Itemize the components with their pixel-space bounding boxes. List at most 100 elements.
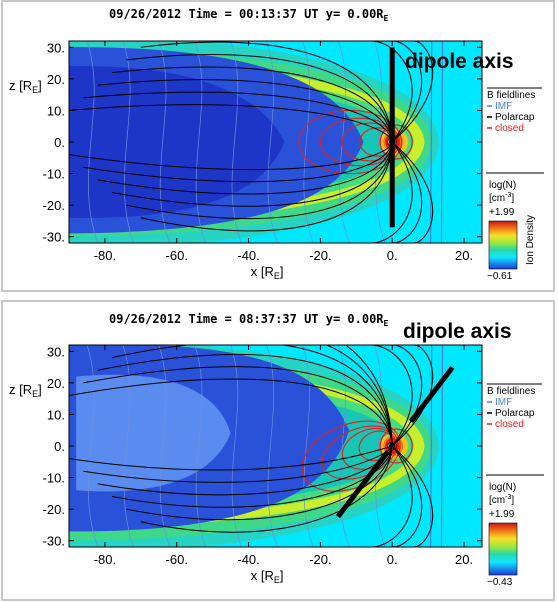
- y-tick-label: 0.: [54, 135, 65, 150]
- x-axis-label: x [RE]: [251, 264, 284, 281]
- y-tick-label: -20.: [43, 198, 65, 213]
- polarcap-fieldline-north: [126, 345, 393, 447]
- density-plot-bottom: 09/26/2012 Time = 08:37:37 UT y= 0.00RE -…: [9, 312, 544, 588]
- y-tick-label: 20.: [47, 376, 65, 391]
- y-tick-label: -10.: [43, 471, 65, 486]
- x-tick-label: 20.: [455, 248, 473, 263]
- polarcap-fieldline-dayside: [370, 141, 413, 243]
- x-tick-label: -60.: [166, 552, 188, 567]
- imf-fieldline: [158, 345, 170, 547]
- closed-fieldline: [341, 122, 398, 162]
- polarcap-fieldline-south: [83, 141, 393, 183]
- polarcap-fieldline-south: [126, 141, 393, 219]
- polarcap-fieldline-south: [69, 445, 393, 471]
- imf-fieldline: [373, 345, 386, 547]
- polarcap-fieldline-dayside: [391, 445, 434, 547]
- polarcap-fieldline-north: [126, 54, 393, 143]
- x-tick-label: 0.: [387, 552, 398, 567]
- plot-title: 09/26/2012 Time = 00:13:37 UT y= 0.00RE: [109, 7, 389, 23]
- imf-fieldline-vertical: [440, 41, 444, 243]
- imf-fieldline: [338, 345, 350, 547]
- colorbar-min-label: −0.43: [487, 577, 513, 588]
- closed-fieldline: [359, 127, 396, 157]
- panel-bottom: 09/26/2012 Time = 08:37:37 UT y= 0.00RE -…: [1, 300, 555, 601]
- y-axis-label: z [RE]: [9, 78, 42, 95]
- polarcap-fieldline-north: [344, 345, 393, 447]
- x-tick-label: 0.: [387, 248, 398, 263]
- dipole-axis-annotation: dipole axis: [403, 320, 512, 343]
- legend-entry-polarcap: Polarcap: [495, 408, 535, 419]
- x-tick-label: -20.: [309, 552, 331, 567]
- polarcap-fieldline-south: [112, 141, 393, 207]
- x-tick-label: -20.: [309, 248, 331, 263]
- polarcap-fieldline-dayside: [391, 141, 423, 243]
- density-plot-top: 09/26/2012 Time = 00:13:37 UT y= 0.00RE -…: [9, 7, 544, 282]
- polarcap-fieldline-north: [140, 41, 393, 143]
- colorbar-max-label: +1.99: [489, 207, 515, 218]
- colorbar-unit: [cm-3]: [489, 192, 514, 204]
- legend-title: B fieldlines: [487, 90, 535, 101]
- imf-fieldline: [122, 345, 134, 547]
- x-tick-label: -80.: [94, 552, 116, 567]
- colorbar-max-label: +1.99: [489, 509, 515, 520]
- polarcap-fieldline-dayside: [391, 141, 434, 243]
- imf-fieldline: [302, 345, 314, 547]
- polarcap-fieldline-north: [69, 104, 393, 143]
- polarcap-fieldline-north: [83, 91, 393, 143]
- y-tick-label: -30.: [43, 534, 65, 549]
- imf-fieldline: [194, 345, 206, 547]
- colorbar: [488, 220, 518, 270]
- polarcap-fieldline-dayside: [370, 345, 413, 447]
- colorbar-side-label: Ion Density: [525, 215, 536, 265]
- closed-fieldline: [319, 117, 400, 167]
- y-tick-label: 0.: [54, 439, 65, 454]
- imf-fieldline: [266, 41, 278, 243]
- legend-title: B fieldlines: [487, 386, 535, 397]
- colorbar-unit: [cm-3]: [489, 494, 514, 506]
- colorbar: [488, 522, 518, 576]
- imf-fieldline: [86, 41, 99, 243]
- imf-fieldline: [158, 41, 170, 243]
- polarcap-fieldline-north: [69, 378, 393, 447]
- x-axis-label: x [RE]: [251, 568, 284, 585]
- earth-dayside-marker: [388, 139, 391, 145]
- colorbar-quantity: log(N): [489, 482, 516, 493]
- colorbar-min-label: −0.61: [487, 271, 513, 282]
- polarcap-fieldline-dayside: [391, 41, 434, 143]
- y-tick-label: -10.: [43, 167, 65, 182]
- polarcap-fieldline-dayside: [370, 41, 413, 143]
- polarcap-fieldline-south: [140, 141, 393, 232]
- polarcap-fieldline-north: [97, 79, 393, 143]
- legend-entry-imf: IMF: [495, 397, 512, 408]
- imf-fieldline: [302, 41, 314, 243]
- x-tick-label: -40.: [237, 248, 259, 263]
- imf-fieldline: [86, 345, 99, 547]
- tail-lobe-pale: [76, 374, 231, 492]
- polarcap-fieldline-south: [97, 141, 393, 195]
- polarcap-fieldline-south: [69, 141, 393, 171]
- polarcap-fieldline-south: [126, 445, 393, 521]
- polarcap-fieldline-north: [97, 353, 393, 447]
- polarcap-fieldline-south: [112, 445, 393, 508]
- imf-fieldline: [230, 345, 242, 547]
- x-tick-label: -40.: [237, 552, 259, 567]
- closed-fieldline-dayside: [379, 428, 413, 464]
- legend-entry-imf: IMF: [495, 101, 512, 112]
- polarcap-fieldline-dayside: [391, 345, 423, 447]
- y-axis-label: z [RE]: [9, 382, 42, 399]
- dipole-axis-line: [336, 365, 455, 519]
- imf-fieldline: [194, 41, 206, 243]
- polarcap-fieldline-dayside: [391, 345, 434, 447]
- y-tick-label: 10.: [47, 103, 65, 118]
- x-tick-label: -60.: [166, 248, 188, 263]
- x-tick-label: -80.: [94, 248, 116, 263]
- plot-area: [69, 41, 482, 243]
- polarcap-fieldline-north: [112, 66, 393, 143]
- legend-entry-polarcap: Polarcap: [495, 112, 535, 123]
- y-tick-label: 30.: [47, 40, 65, 55]
- polarcap-fieldline-north: [83, 366, 393, 447]
- panel-top: 09/26/2012 Time = 00:13:37 UT y= 0.00RE -…: [1, 0, 555, 292]
- polarcap-fieldline-dayside: [391, 445, 423, 547]
- dipole-axis-annotation: dipole axis: [405, 50, 514, 73]
- legend-entry-closed: closed: [495, 123, 524, 134]
